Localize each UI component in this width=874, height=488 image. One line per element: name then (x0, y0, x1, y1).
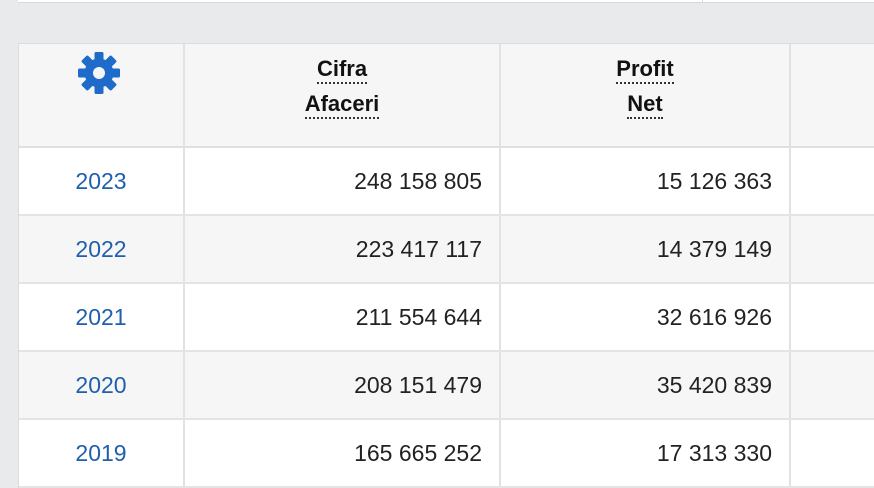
settings-header-cell[interactable] (19, 44, 185, 148)
year-cell[interactable]: 2019 (19, 419, 185, 488)
year-link[interactable]: 2023 (75, 167, 127, 194)
profit-net-value: 15 126 363 (500, 147, 791, 216)
header-cifra-afaceri-line2[interactable]: Afaceri (304, 91, 380, 119)
year-cell[interactable]: 2021 (19, 283, 185, 352)
profit-net-value: 17 313 330 (500, 419, 791, 488)
year-cell[interactable]: 2022 (19, 215, 185, 284)
cifra-afaceri-value: 223 417 117 (184, 215, 501, 284)
year-cell[interactable]: 2023 (19, 147, 185, 216)
top-panel-edge (18, 0, 874, 3)
header-profit-net-line1[interactable]: Profit (616, 56, 674, 84)
table-row: 2023 248 158 805 15 126 363 (19, 147, 874, 216)
profit-net-value: 32 616 926 (500, 283, 791, 352)
header-cifra-afaceri[interactable]: Cifra Afaceri (184, 44, 501, 148)
year-cell[interactable]: 2020 (19, 351, 185, 420)
cifra-afaceri-value: 165 665 252 (184, 419, 501, 488)
next-column-cell (790, 419, 874, 488)
cifra-afaceri-value: 248 158 805 (184, 147, 501, 216)
top-panel-divider (702, 0, 703, 3)
year-link[interactable]: 2022 (75, 235, 127, 262)
header-next-column (790, 44, 874, 148)
cifra-afaceri-value: 208 151 479 (184, 351, 501, 420)
financial-table-container: Cifra Afaceri Profit Net 2023 (18, 43, 874, 488)
year-link[interactable]: 2021 (75, 303, 127, 330)
year-link[interactable]: 2020 (75, 371, 127, 398)
table-row: 2020 208 151 479 35 420 839 (19, 351, 874, 420)
header-profit-net[interactable]: Profit Net (500, 44, 791, 148)
year-link[interactable]: 2019 (75, 439, 127, 466)
cifra-afaceri-value: 211 554 644 (184, 283, 501, 352)
next-column-cell (790, 215, 874, 284)
header-cifra-afaceri-line1[interactable]: Cifra (316, 56, 368, 84)
financial-table: Cifra Afaceri Profit Net 2023 (19, 44, 874, 488)
table-header-row: Cifra Afaceri Profit Net (19, 44, 874, 148)
table-row: 2021 211 554 644 32 616 926 (19, 283, 874, 352)
next-column-cell (790, 351, 874, 420)
gear-icon[interactable] (78, 52, 120, 94)
profit-net-value: 35 420 839 (500, 351, 791, 420)
next-column-cell (790, 147, 874, 216)
table-row: 2019 165 665 252 17 313 330 (19, 419, 874, 488)
header-profit-net-line2[interactable]: Net (627, 91, 663, 119)
table-row: 2022 223 417 117 14 379 149 (19, 215, 874, 284)
profit-net-value: 14 379 149 (500, 215, 791, 284)
next-column-cell (790, 283, 874, 352)
